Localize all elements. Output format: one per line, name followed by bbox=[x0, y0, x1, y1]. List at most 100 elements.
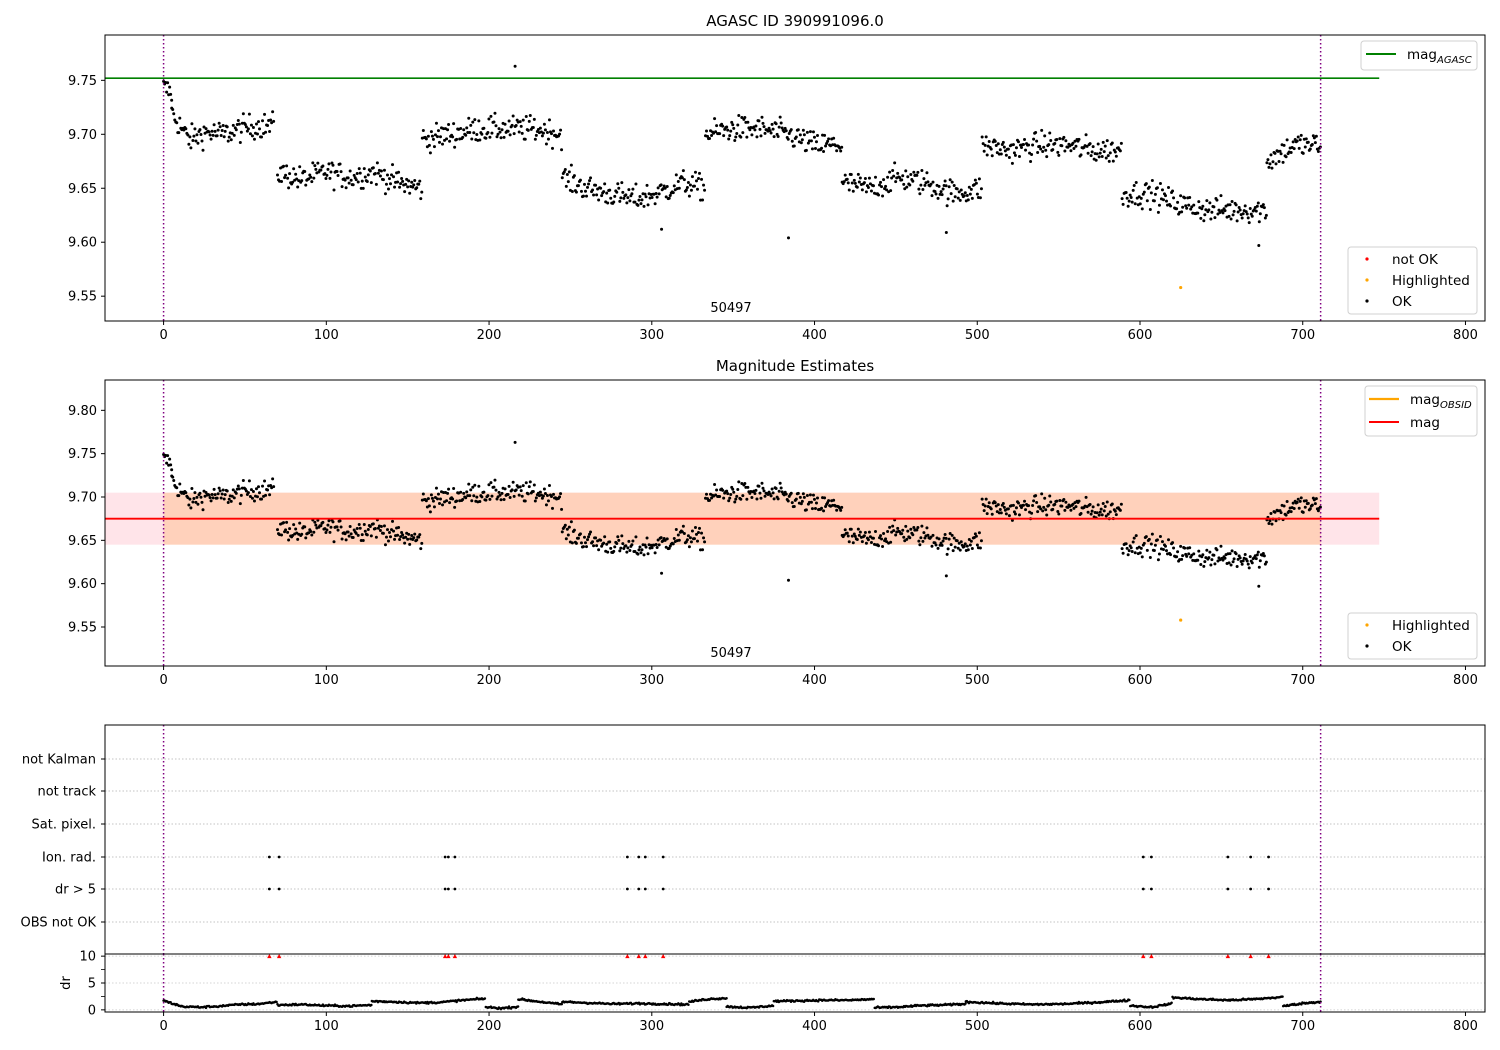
ok-point bbox=[659, 536, 663, 540]
ok-point bbox=[999, 511, 1003, 515]
ok-point bbox=[746, 120, 750, 124]
flag-point bbox=[625, 887, 629, 891]
ok-point bbox=[581, 194, 585, 198]
ok-point bbox=[966, 548, 970, 552]
ok-point bbox=[657, 192, 661, 196]
ok-point bbox=[462, 128, 466, 132]
ok-point bbox=[849, 173, 853, 177]
ok-point bbox=[1004, 512, 1008, 516]
ok-point bbox=[1291, 501, 1295, 505]
ok-point bbox=[694, 532, 698, 536]
ok-point bbox=[1304, 137, 1308, 141]
ok-point bbox=[424, 499, 428, 503]
dr-point bbox=[1128, 998, 1131, 1002]
ok-point bbox=[1176, 200, 1180, 204]
ok-point bbox=[631, 187, 635, 191]
ok-point bbox=[916, 526, 920, 530]
ok-point bbox=[1004, 153, 1008, 157]
ok-point bbox=[900, 532, 904, 536]
ok-point bbox=[653, 551, 657, 555]
ok-point bbox=[1086, 151, 1090, 155]
ok-point bbox=[609, 196, 613, 200]
ok-point bbox=[977, 531, 981, 535]
ok-point bbox=[358, 526, 362, 530]
ok-point bbox=[1019, 145, 1023, 149]
ok-point bbox=[482, 490, 486, 494]
ok-point bbox=[324, 531, 328, 535]
ok-point bbox=[1297, 506, 1301, 510]
ok-point bbox=[316, 161, 320, 165]
ok-point bbox=[1167, 538, 1171, 542]
ok-point bbox=[225, 125, 229, 129]
ok-point bbox=[889, 540, 893, 544]
ok-point bbox=[349, 532, 353, 536]
ok-point bbox=[276, 173, 279, 177]
ok-point bbox=[978, 196, 982, 200]
ok-point bbox=[985, 512, 989, 516]
ok-point bbox=[1190, 205, 1194, 209]
dr-clipped-marker bbox=[643, 953, 648, 959]
ok-point bbox=[319, 524, 323, 528]
ok-point bbox=[177, 494, 181, 498]
ok-point bbox=[978, 546, 982, 550]
panel1-legend-top: magAGASC bbox=[1360, 40, 1478, 71]
ok-point bbox=[412, 536, 416, 540]
ok-point bbox=[534, 496, 538, 500]
ok-point bbox=[1017, 155, 1021, 159]
ok-point bbox=[193, 127, 197, 131]
ok-point bbox=[655, 545, 659, 549]
ok-point bbox=[805, 493, 809, 497]
ok-point bbox=[201, 508, 205, 512]
ok-point bbox=[692, 184, 696, 188]
ok-point bbox=[223, 493, 227, 497]
ok-point bbox=[1131, 188, 1135, 192]
ok-point bbox=[1108, 151, 1112, 155]
ok-point bbox=[1108, 510, 1112, 514]
ok-point bbox=[1049, 139, 1053, 143]
ok-point bbox=[973, 532, 977, 536]
ok-point bbox=[1104, 156, 1108, 160]
ok-point bbox=[495, 135, 499, 139]
ok-point bbox=[1040, 128, 1044, 132]
ok-point bbox=[255, 495, 259, 499]
ok-point bbox=[1041, 509, 1045, 513]
ok-point bbox=[533, 137, 537, 141]
ok-point bbox=[1262, 206, 1266, 210]
ok-point bbox=[660, 571, 664, 575]
ok-point bbox=[437, 140, 441, 144]
ok-point bbox=[1248, 555, 1252, 559]
ok-point bbox=[521, 484, 525, 488]
ok-point bbox=[1094, 158, 1098, 162]
panel1-frame bbox=[104, 34, 1486, 322]
y-tick-label: 9.70 bbox=[68, 491, 97, 506]
ok-point bbox=[438, 497, 442, 501]
ok-point bbox=[332, 188, 336, 192]
ok-point bbox=[538, 126, 542, 130]
ok-point bbox=[448, 501, 452, 505]
ok-point bbox=[576, 184, 580, 188]
ok-point bbox=[390, 173, 394, 177]
ok-point bbox=[1032, 499, 1036, 503]
ok-point bbox=[488, 497, 492, 501]
ok-point bbox=[597, 548, 601, 552]
ok-point bbox=[984, 135, 988, 139]
ok-point bbox=[230, 494, 234, 498]
ok-point bbox=[1229, 563, 1233, 567]
ok-point bbox=[842, 180, 846, 184]
ok-point bbox=[252, 499, 256, 503]
ok-point bbox=[251, 125, 255, 129]
flag-category-label: dr > 5 bbox=[55, 883, 96, 898]
ok-point bbox=[737, 480, 741, 484]
ok-point bbox=[398, 185, 402, 189]
ok-point bbox=[201, 148, 205, 152]
ok-point bbox=[490, 494, 494, 498]
ok-point bbox=[313, 520, 317, 524]
ok-point bbox=[521, 118, 525, 122]
x-tick-label: 800 bbox=[1453, 673, 1478, 688]
ok-point bbox=[1274, 162, 1278, 166]
ok-point bbox=[600, 194, 604, 198]
ok-point bbox=[1097, 513, 1101, 517]
ok-point bbox=[595, 544, 599, 548]
ok-point bbox=[496, 495, 500, 499]
ok-point bbox=[294, 172, 298, 176]
